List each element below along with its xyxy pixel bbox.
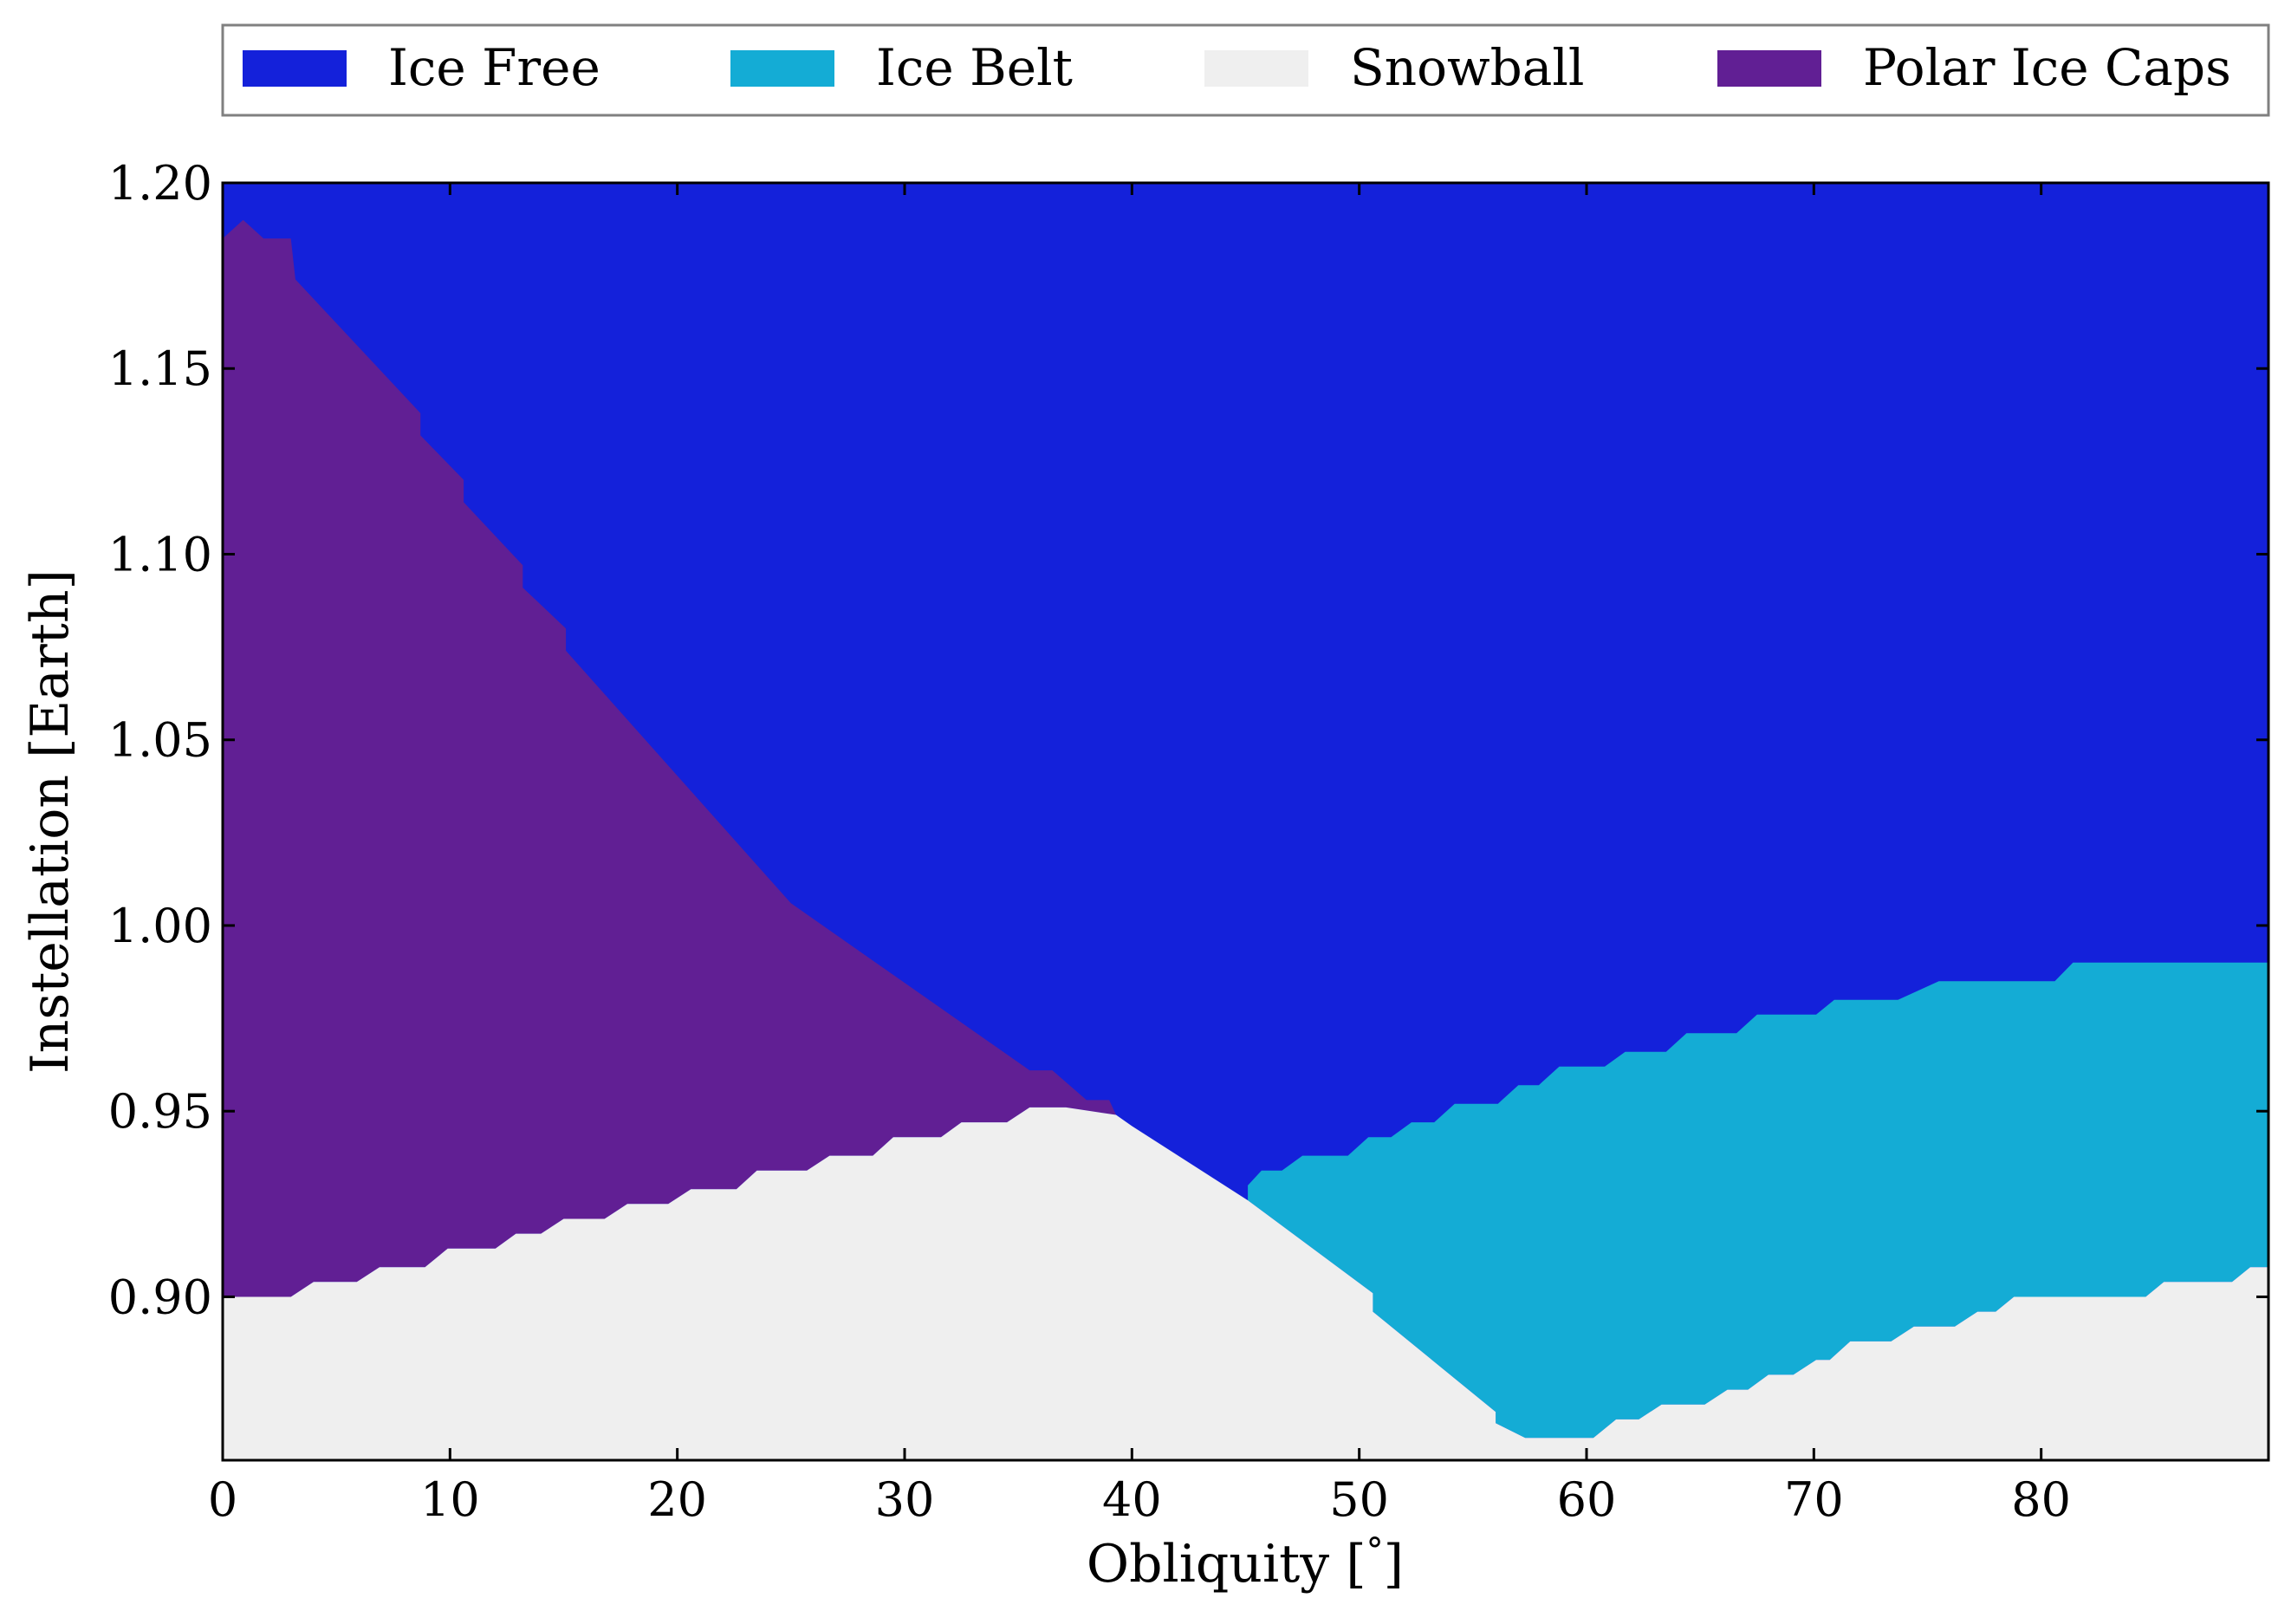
plot-area: 0 10 20 30 40 50 60 70 80 0.90 0.95 1.00 1.05 1.10 1.… — [108, 156, 2270, 1527]
y-tick-label-0.95: 0.95 — [108, 1084, 212, 1139]
legend-swatch-ice-belt — [730, 50, 834, 87]
x-tick-label-20: 20 — [647, 1472, 707, 1527]
snowball-region — [223, 1107, 2268, 1460]
legend-swatch-snowball — [1204, 50, 1308, 87]
legend-label-ice-belt: Ice Belt — [876, 38, 1073, 97]
legend-swatch-ice-free — [243, 50, 347, 87]
regions — [223, 219, 2268, 1460]
y-tick-label-1.05: 1.05 — [108, 713, 212, 768]
x-tick-label-60: 60 — [1557, 1472, 1617, 1527]
ice-belt-region — [1248, 962, 2268, 1439]
x-tick-label-40: 40 — [1102, 1472, 1162, 1527]
legend-label-ice-free: Ice Free — [388, 38, 600, 97]
x-axis-label-end: ] — [1384, 1534, 1404, 1595]
legend-swatch-polar-ice-caps — [1717, 50, 1821, 87]
y-tick-label-1.20: 1.20 — [108, 156, 212, 211]
degree-symbol: ° — [1366, 1531, 1384, 1571]
legend-label-snowball: Snowball — [1350, 38, 1584, 97]
plot-frame — [221, 181, 2270, 1462]
y-tick-label-1.10: 1.10 — [108, 527, 212, 581]
legend-label-polar-ice-caps: Polar Ice Caps — [1863, 38, 2231, 97]
x-axis-ticks: 0 10 20 30 40 50 60 70 80 — [208, 183, 2071, 1527]
legend: Ice Free Ice Belt Snowball Polar Ice Caps — [221, 23, 2270, 117]
y-axis-label: Instellation [Earth] — [20, 569, 81, 1074]
y-axis-ticks: 0.90 0.95 1.00 1.05 1.10 1.15 1.20 — [108, 156, 2268, 1324]
y-tick-label-1.15: 1.15 — [108, 341, 212, 396]
y-tick-label-1.00: 1.00 — [108, 899, 212, 953]
y-tick-label-0.90: 0.90 — [108, 1270, 212, 1324]
x-tick-label-0: 0 — [208, 1472, 237, 1527]
x-axis-label: Obliquity [°] — [1087, 1531, 1404, 1595]
x-tick-label-50: 50 — [1329, 1472, 1389, 1527]
x-tick-label-10: 10 — [420, 1472, 480, 1527]
x-tick-label-70: 70 — [1784, 1472, 1844, 1527]
polar-ice-caps-region — [223, 219, 1116, 1297]
x-tick-label-30: 30 — [875, 1472, 935, 1527]
x-axis-label-start: Obliquity [ — [1087, 1534, 1366, 1595]
x-tick-label-80: 80 — [2011, 1472, 2071, 1527]
legend-items: Ice Free Ice Belt Snowball Polar Ice Caps — [243, 38, 2231, 97]
